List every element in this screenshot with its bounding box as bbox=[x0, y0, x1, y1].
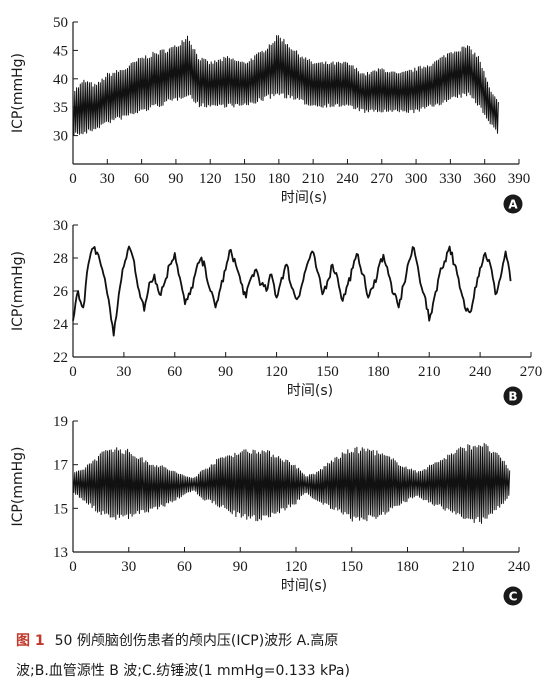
x-tick-label: 180 bbox=[367, 364, 390, 380]
x-tick-label: 90 bbox=[168, 171, 183, 187]
y-tick-label: 13 bbox=[53, 545, 68, 561]
x-tick-label: 0 bbox=[69, 364, 77, 380]
x-tick-label: 60 bbox=[167, 364, 182, 380]
x-tick-label: 0 bbox=[69, 171, 77, 187]
x-tick-label: 90 bbox=[218, 364, 233, 380]
icp-series-line bbox=[72, 245, 512, 337]
x-tick-label: 300 bbox=[405, 171, 428, 187]
x-tick-label: 0 bbox=[69, 559, 77, 575]
x-tick-label: 180 bbox=[268, 171, 291, 187]
panel-c: 13 15 17 19 0 30 60 90 120 150 180 210 240 时间(s) ICP(m… bbox=[10, 414, 530, 606]
panel-badge-circle bbox=[503, 586, 523, 606]
x-tick-label: 120 bbox=[285, 559, 308, 575]
caption-text-1: 50 例颅脑创伤患者的颅内压(ICP)波形 A.高原 bbox=[54, 633, 339, 649]
x-tick-label: 30 bbox=[116, 364, 131, 380]
y-tick-label: 15 bbox=[53, 501, 68, 517]
panel-badge-letter: A bbox=[508, 198, 518, 212]
y-axis-label: ICP(mmHg) bbox=[10, 53, 26, 133]
y-tick-label: 50 bbox=[53, 15, 68, 31]
x-tick-label: 90 bbox=[233, 559, 248, 575]
x-tick-label: 360 bbox=[473, 171, 496, 187]
panel-badge: B bbox=[503, 386, 523, 406]
x-tick-label: 240 bbox=[508, 559, 531, 575]
y-tick-label: 22 bbox=[53, 350, 68, 366]
x-tick-label: 60 bbox=[177, 559, 192, 575]
caption-line-2: 波;B.血管源性 B 波;C.纺锤波(1 mmHg=0.133 kPa) bbox=[16, 663, 350, 679]
x-tick-label: 270 bbox=[371, 171, 394, 187]
caption-line-1: 图 1 50 例颅脑创伤患者的颅内压(ICP)波形 A.高原 bbox=[16, 626, 536, 656]
y-axis-label: ICP(mmHg) bbox=[10, 447, 26, 527]
x-tick-label: 390 bbox=[508, 171, 531, 187]
y-tick-label: 30 bbox=[53, 129, 68, 145]
y-tick-label: 26 bbox=[53, 284, 69, 300]
x-tick-label: 240 bbox=[336, 171, 359, 187]
x-tick-label: 120 bbox=[199, 171, 222, 187]
y-tick-label: 17 bbox=[53, 458, 69, 474]
x-tick-label: 150 bbox=[316, 364, 339, 380]
panel-badge: A bbox=[503, 194, 523, 214]
y-tick-label: 40 bbox=[53, 72, 68, 88]
x-axis-label: 时间(s) bbox=[287, 383, 333, 399]
figure-caption: 图 1 50 例颅脑创伤患者的颅内压(ICP)波形 A.高原 波;B.血管源性 B… bbox=[16, 626, 536, 686]
y-tick-label: 30 bbox=[53, 218, 68, 234]
panel-badge-circle bbox=[503, 386, 523, 406]
x-tick-label: 30 bbox=[121, 559, 136, 575]
icp-series-line bbox=[72, 443, 511, 524]
x-axis-label: 时间(s) bbox=[281, 578, 327, 594]
y-tick-label: 28 bbox=[53, 251, 68, 267]
x-tick-label: 210 bbox=[302, 171, 325, 187]
panel-badge-letter: B bbox=[508, 390, 517, 404]
x-tick-label: 270 bbox=[520, 364, 543, 380]
figure-label: 图 1 bbox=[16, 633, 45, 649]
x-tick-label: 120 bbox=[265, 364, 288, 380]
panel-badge: C bbox=[503, 586, 523, 606]
y-tick-label: 24 bbox=[53, 317, 69, 333]
x-tick-label: 240 bbox=[469, 364, 492, 380]
x-tick-label: 30 bbox=[100, 171, 115, 187]
x-tick-label: 330 bbox=[439, 171, 462, 187]
panel-b: 22 24 26 28 30 0 30 60 90 120 150 180 210 240 270 时间(s)… bbox=[10, 218, 542, 406]
x-tick-label: 150 bbox=[341, 559, 364, 575]
x-tick-label: 150 bbox=[233, 171, 256, 187]
panel-a: 30 35 40 45 50 0 30 60 90 120 150 180 210 240 270 300 33… bbox=[10, 15, 530, 214]
y-axis-label: ICP(mmHg) bbox=[10, 251, 26, 331]
icp-series-line bbox=[72, 35, 499, 136]
x-tick-label: 210 bbox=[452, 559, 475, 575]
x-tick-label: 210 bbox=[418, 364, 441, 380]
y-tick-label: 19 bbox=[53, 414, 68, 430]
x-axis-label: 时间(s) bbox=[281, 190, 327, 206]
panel-badge-letter: C bbox=[509, 590, 518, 604]
x-tick-label: 180 bbox=[396, 559, 419, 575]
panel-badge-circle bbox=[503, 194, 523, 214]
y-tick-label: 45 bbox=[53, 43, 68, 59]
x-tick-label: 60 bbox=[134, 171, 149, 187]
y-tick-label: 35 bbox=[53, 100, 68, 116]
